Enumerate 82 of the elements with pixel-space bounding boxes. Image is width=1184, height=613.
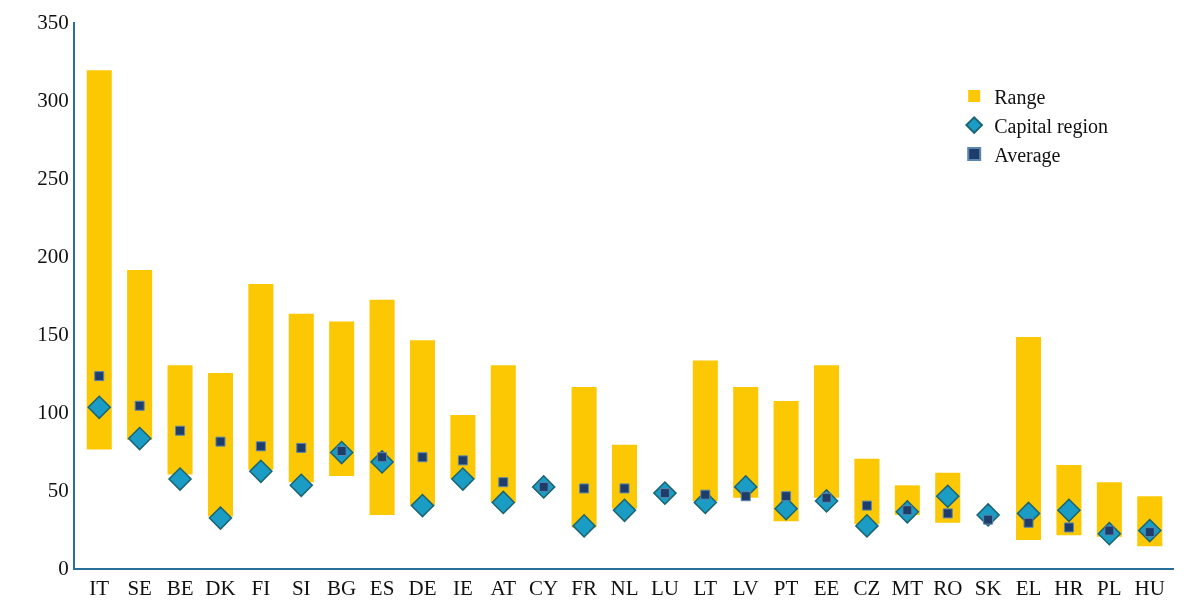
y-tick-label: 50 <box>47 478 69 503</box>
point <box>215 436 226 447</box>
bar <box>248 284 274 470</box>
x-tick-label: DK <box>205 576 236 601</box>
bar <box>490 365 516 503</box>
point <box>168 467 192 491</box>
point <box>498 477 509 488</box>
point <box>1063 522 1074 533</box>
y-tick-label: 100 <box>37 400 69 425</box>
x-tick-label: LV <box>732 576 759 601</box>
bar <box>329 321 355 476</box>
x-tick-label: CZ <box>853 576 881 601</box>
bar <box>86 70 112 450</box>
legend-label: Range <box>994 85 1046 109</box>
point <box>579 483 590 494</box>
point <box>289 473 314 498</box>
point <box>417 452 428 463</box>
bar <box>167 365 193 475</box>
point <box>740 491 751 502</box>
y-tick-label: 250 <box>37 166 69 191</box>
point <box>1023 517 1034 528</box>
point <box>249 459 273 484</box>
x-tick-label: IT <box>89 576 110 601</box>
x-tick-label: SE <box>127 576 152 601</box>
bar <box>571 387 597 528</box>
x-tick-label: NL <box>610 576 639 601</box>
point <box>255 441 266 452</box>
x-tick-label: BE <box>166 576 194 601</box>
point <box>861 500 872 511</box>
bar <box>369 299 395 515</box>
x-tick-label: IE <box>452 576 473 601</box>
x-tick-label: LU <box>650 576 679 601</box>
bar <box>127 270 153 441</box>
point <box>87 395 112 420</box>
point <box>781 491 792 502</box>
x-tick-label: CY <box>529 576 559 601</box>
point <box>619 483 630 494</box>
point <box>491 490 516 515</box>
x-tick-label: HU <box>1134 576 1165 601</box>
point <box>457 455 468 466</box>
point <box>612 498 637 523</box>
point <box>296 442 307 453</box>
x-tick-label: RO <box>933 576 963 601</box>
point <box>700 489 711 500</box>
bar <box>288 313 314 483</box>
point <box>134 400 145 411</box>
y-tick-label: 350 <box>37 10 69 35</box>
legend-label: Average <box>994 143 1061 167</box>
point <box>451 467 475 491</box>
point <box>208 506 233 530</box>
point <box>855 514 879 538</box>
point <box>942 508 953 519</box>
x-tick-label: AT <box>490 576 517 601</box>
legend-label: Capital region <box>994 114 1109 138</box>
x-tick-label: EE <box>813 576 840 601</box>
point <box>572 514 596 538</box>
point <box>94 371 105 382</box>
x-tick-label: MT <box>891 576 924 601</box>
x-tick-label: DE <box>408 576 437 601</box>
bar <box>207 373 233 517</box>
x-tick-label: FI <box>251 576 271 601</box>
x-tick-label: SK <box>974 576 1002 601</box>
bar <box>814 365 840 498</box>
bar <box>409 340 435 506</box>
x-tick-label: LT <box>693 576 718 601</box>
x-tick-label: BG <box>327 576 357 601</box>
y-tick-label: 200 <box>37 244 69 269</box>
x-tick-label: EL <box>1015 576 1042 601</box>
bar <box>692 360 718 501</box>
y-tick-label: 150 <box>37 322 69 347</box>
x-tick-label: SI <box>291 576 311 601</box>
bar <box>1016 337 1042 540</box>
x-tick-label: PT <box>773 576 799 601</box>
x-tick-label: HR <box>1054 576 1084 601</box>
y-tick-label: 0 <box>58 556 69 581</box>
x-tick-label: ES <box>369 576 395 601</box>
x-tick-label: FR <box>571 576 597 601</box>
point <box>410 493 435 518</box>
point <box>175 425 186 436</box>
point <box>127 426 152 451</box>
y-tick-label: 300 <box>37 88 69 113</box>
x-tick-label: PL <box>1097 576 1122 601</box>
